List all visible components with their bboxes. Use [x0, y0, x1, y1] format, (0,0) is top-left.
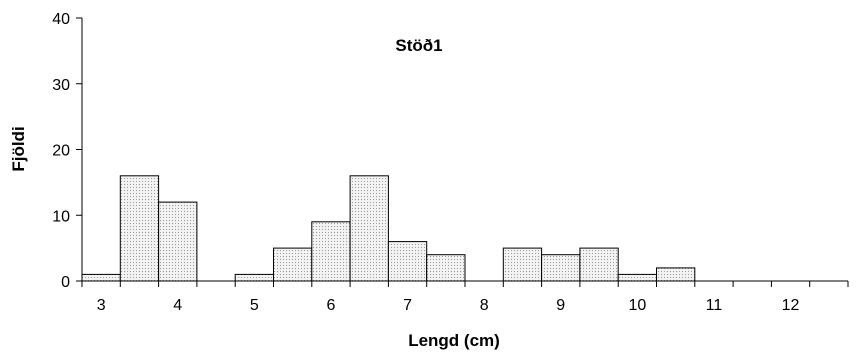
y-axis-title: Fjöldi [9, 126, 28, 171]
x-tick-label-4: 7 [403, 297, 412, 314]
chart-title: Stöð1 [395, 36, 442, 55]
y-tick-label-1: 10 [52, 208, 70, 225]
x-ticks-group: 3 4 5 6 7 8 9 10 11 12 [81, 281, 849, 314]
bar-12 [541, 254, 581, 282]
x-tick-label-6: 9 [556, 297, 565, 314]
bar-4 [234, 273, 274, 282]
y-tick-label-0: 0 [61, 274, 70, 291]
x-tick-label-7: 10 [628, 297, 646, 314]
bar-0 [81, 273, 121, 282]
bar-6 [311, 221, 351, 282]
x-tick-label-2: 5 [250, 297, 259, 314]
bar-15 [656, 267, 696, 282]
x-tick-label-1: 4 [173, 297, 182, 314]
bar-1 [119, 175, 160, 282]
x-tick-label-8: 11 [706, 297, 723, 314]
bar-5 [273, 247, 313, 282]
bars-group [81, 175, 696, 282]
bar-7 [349, 175, 389, 282]
bar-9 [426, 254, 466, 282]
x-tick-label-3: 6 [326, 297, 335, 314]
x-tick-label-9: 12 [782, 297, 800, 314]
x-axis-title: Lengd (cm) [408, 331, 500, 350]
y-tick-label-4: 40 [52, 11, 70, 28]
bar-13 [579, 247, 619, 282]
x-tick-label-5: 8 [480, 297, 489, 314]
bar-8 [387, 241, 428, 282]
bar-14 [617, 273, 658, 282]
x-tick-label-0: 3 [97, 297, 106, 314]
y-tick-label-3: 30 [52, 77, 70, 94]
y-tick-label-2: 20 [52, 143, 70, 160]
bar-11 [502, 247, 543, 282]
y-ticks-group: 0 10 20 30 40 [52, 11, 82, 291]
bar-2 [158, 201, 198, 282]
